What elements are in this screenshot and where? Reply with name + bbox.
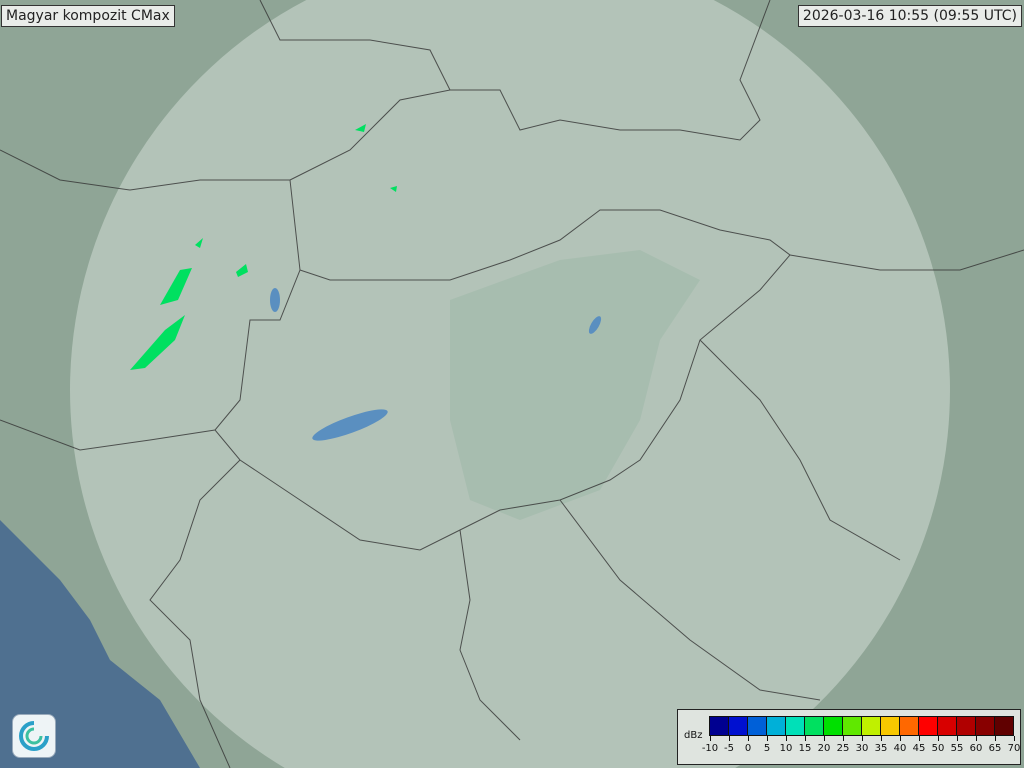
- legend-tick-label: 35: [874, 743, 888, 754]
- legend-tick-label: 15: [798, 743, 812, 754]
- legend-swatch: [957, 717, 976, 735]
- legend-tick: [767, 736, 768, 741]
- legend-tick-label: 65: [988, 743, 1002, 754]
- legend-tick-label: 20: [817, 743, 831, 754]
- legend-tick-label: 55: [950, 743, 964, 754]
- legend-tick: [919, 736, 920, 741]
- legend-tick: [710, 736, 711, 741]
- legend-tick-label: 50: [931, 743, 945, 754]
- legend-tick: [881, 736, 882, 741]
- legend-unit: dBz: [684, 730, 703, 741]
- legend-swatch: [729, 717, 748, 735]
- legend-swatch: [843, 717, 862, 735]
- legend-tick: [900, 736, 901, 741]
- legend-swatch: [862, 717, 881, 735]
- adriatic-sea: [0, 520, 200, 768]
- legend-swatch: [900, 717, 919, 735]
- legend-tick: [1014, 736, 1015, 741]
- legend-color-bar: [709, 716, 1014, 736]
- legend-swatch: [710, 717, 729, 735]
- hungarian-plain: [450, 250, 700, 520]
- legend-tick-label: 25: [836, 743, 850, 754]
- legend-swatch: [976, 717, 995, 735]
- legend-tick-label: -10: [701, 743, 719, 754]
- legend-tick-label: 70: [1007, 743, 1021, 754]
- legend-swatch: [919, 717, 938, 735]
- legend-tick: [748, 736, 749, 741]
- met-service-swirl-icon: [19, 721, 49, 751]
- legend-swatch: [881, 717, 900, 735]
- legend-tick: [824, 736, 825, 741]
- legend-tick-label: 10: [779, 743, 793, 754]
- legend-tick-label: 0: [744, 743, 752, 754]
- legend-swatch: [824, 717, 843, 735]
- legend-tick: [862, 736, 863, 741]
- product-title: Magyar kompozit CMax: [1, 5, 175, 27]
- radar-echoes: [130, 124, 397, 370]
- lakes: [270, 288, 602, 441]
- legend-swatch: [805, 717, 824, 735]
- legend-tick: [843, 736, 844, 741]
- timestamp: 2026-03-16 10:55 (09:55 UTC): [797, 5, 1022, 27]
- met-service-logo: [12, 714, 56, 758]
- legend-swatch: [938, 717, 957, 735]
- legend-tick: [957, 736, 958, 741]
- legend-tick-label: 5: [763, 743, 771, 754]
- legend-tick: [729, 736, 730, 741]
- legend-tick-label: -5: [724, 743, 734, 754]
- legend-tick: [786, 736, 787, 741]
- legend-tick: [805, 736, 806, 741]
- legend-tick-label: 60: [969, 743, 983, 754]
- legend-tick-label: 45: [912, 743, 926, 754]
- legend-tick-label: 30: [855, 743, 869, 754]
- legend-tick: [976, 736, 977, 741]
- legend-tick-label: 40: [893, 743, 907, 754]
- legend-swatch: [995, 717, 1013, 735]
- legend-tick: [995, 736, 996, 741]
- legend-swatch: [767, 717, 786, 735]
- legend-tick: [938, 736, 939, 741]
- legend-swatch: [748, 717, 767, 735]
- legend-swatch: [786, 717, 805, 735]
- dbz-legend: dBz -10 -5 0 5 10 15 20 25 30 35 40 45 50 55 60 65 70: [677, 709, 1021, 765]
